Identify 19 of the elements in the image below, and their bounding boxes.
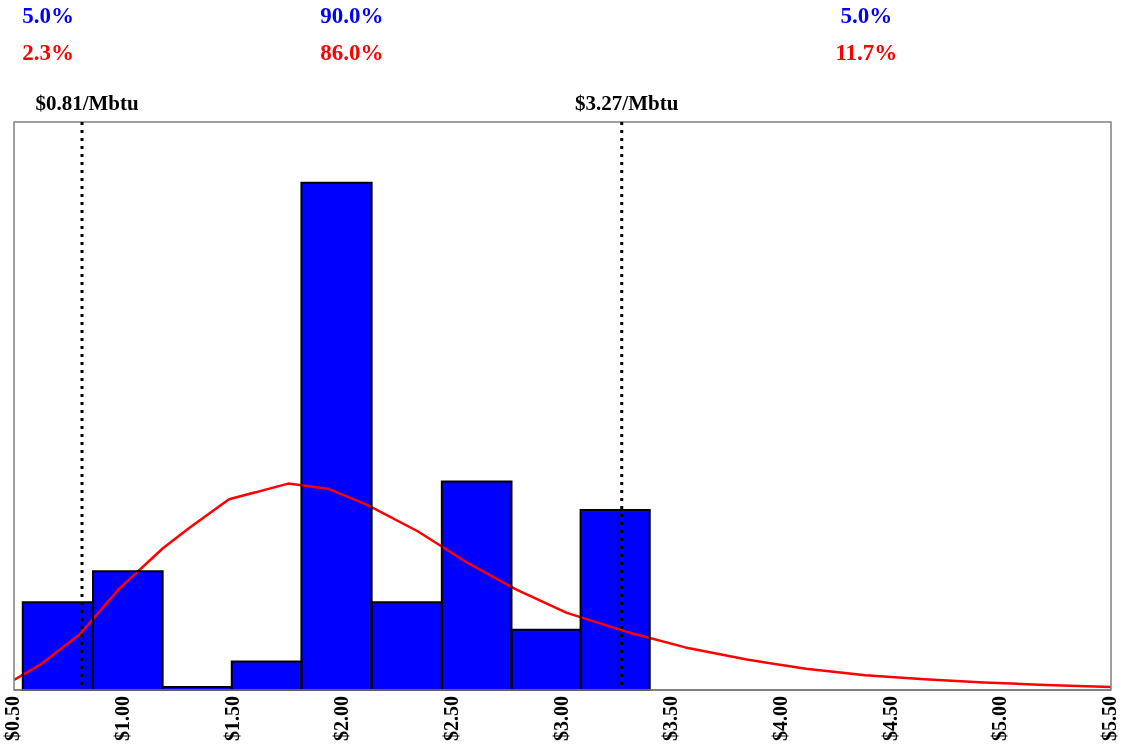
x-tick-label: $5.50 [1098,696,1121,741]
x-tick-label: $1.00 [110,696,133,741]
text: 5.0% [22,3,74,29]
x-tick-label: $3.00 [549,696,572,741]
x-tick-label: $5.00 [988,696,1011,741]
x-tick-label: $2.00 [330,696,353,741]
text: 2.3% [22,40,74,66]
text: 86.0% [320,40,384,66]
text: 11.7% [835,40,898,66]
x-tick-label: $1.50 [220,696,243,741]
ref-line-label: $0.81/Mbtu [35,91,139,115]
text: 90.0% [320,3,384,29]
text: 5.0% [840,3,893,29]
x-tick-label: $4.50 [878,696,901,741]
ref-line-label: $3.27/Mbtu [575,91,679,115]
x-tick-label: $2.50 [439,696,462,741]
x-tick-label: $4.00 [769,696,792,741]
x-tick-label: $3.50 [659,696,682,741]
x-tick-label: $0.50 [1,696,24,741]
